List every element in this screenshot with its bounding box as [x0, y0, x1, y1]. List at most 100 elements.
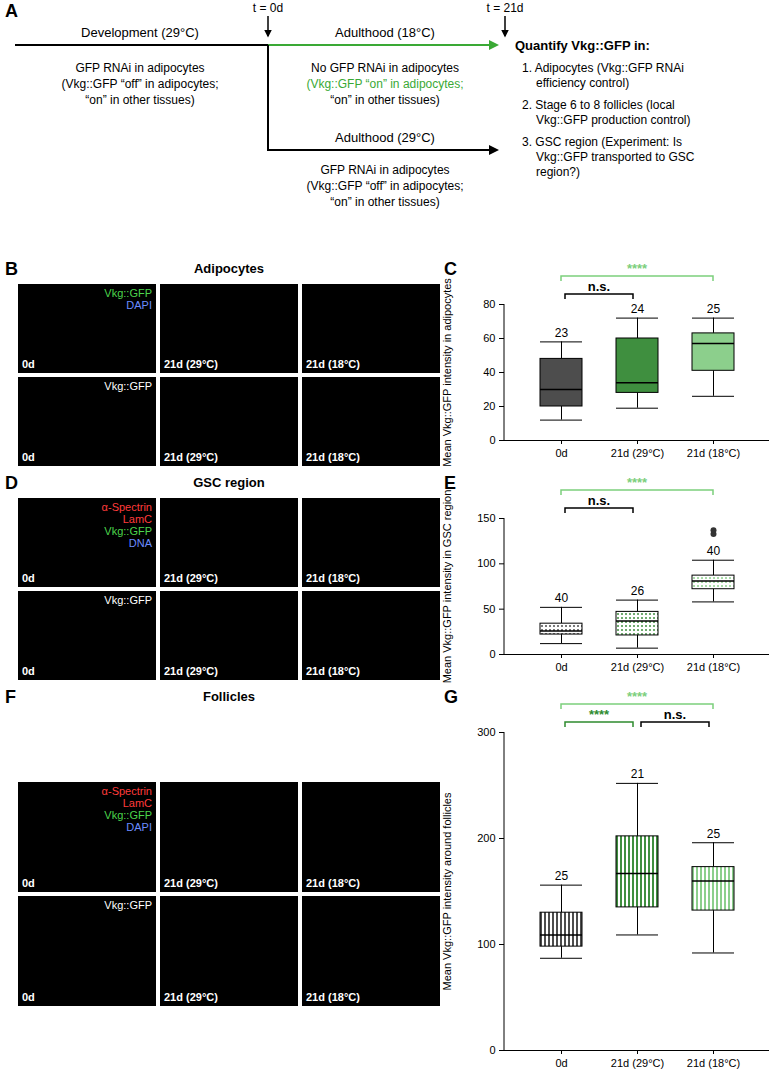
svg-text:(Vkg::GFP “off” in adipocytes;: (Vkg::GFP “off” in adipocytes; — [307, 179, 464, 193]
svg-text:Vkg::GFP: Vkg::GFP — [104, 525, 152, 537]
svg-text:0d: 0d — [22, 665, 35, 677]
svg-text:26: 26 — [631, 584, 645, 598]
svg-text:100: 100 — [477, 938, 495, 950]
svg-text:21d (18°C): 21d (18°C) — [306, 991, 360, 1003]
svg-text:0d: 0d — [22, 991, 35, 1003]
svg-text:****: **** — [627, 475, 648, 490]
svg-text:No GFP RNAi in adipocytes: No GFP RNAi in adipocytes — [311, 61, 459, 75]
svg-text:21d (29°C): 21d (29°C) — [164, 451, 218, 463]
svg-text:21d (18°C): 21d (18°C) — [306, 358, 360, 370]
svg-text:****: **** — [627, 261, 648, 276]
svg-text:20: 20 — [483, 400, 495, 412]
svg-text:0d: 0d — [555, 661, 567, 673]
svg-text:n.s.: n.s. — [588, 279, 610, 294]
svg-text:DNA: DNA — [129, 537, 153, 549]
svg-text:Vkg::GFP: Vkg::GFP — [104, 809, 152, 821]
svg-text:t = 21d: t = 21d — [486, 1, 523, 15]
svg-text:Mean Vkg::GFP intensity in GSC: Mean Vkg::GFP intensity in GSC region — [441, 490, 453, 684]
svg-text:DAPI: DAPI — [126, 299, 152, 311]
svg-text:0d: 0d — [555, 1057, 567, 1069]
svg-text:23: 23 — [555, 326, 569, 340]
svg-text:0: 0 — [489, 434, 495, 446]
svg-text:21d (29°C): 21d (29°C) — [164, 991, 218, 1003]
svg-text:“on” in other tissues): “on” in other tissues) — [330, 195, 439, 209]
svg-text:****: **** — [627, 689, 648, 704]
svg-text:A: A — [5, 1, 18, 21]
svg-text:21d (29°C): 21d (29°C) — [611, 661, 664, 673]
svg-text:0d: 0d — [22, 358, 35, 370]
svg-text:21d (18°C): 21d (18°C) — [687, 447, 740, 459]
svg-text:Development (29°C): Development (29°C) — [81, 25, 199, 40]
svg-text:40: 40 — [707, 544, 721, 558]
svg-text:Follicles: Follicles — [203, 689, 255, 704]
svg-text:100: 100 — [477, 557, 495, 569]
svg-text:21d (18°C): 21d (18°C) — [306, 572, 360, 584]
svg-text:“on” in other tissues): “on” in other tissues) — [330, 93, 439, 107]
svg-text:DAPI: DAPI — [126, 821, 152, 833]
svg-text:Vkg::GFP: Vkg::GFP — [104, 380, 152, 392]
svg-text:n.s.: n.s. — [664, 707, 686, 722]
svg-text:Vkg::GFP: Vkg::GFP — [104, 594, 152, 606]
svg-text:****: **** — [589, 707, 610, 722]
svg-text:25: 25 — [707, 302, 721, 316]
svg-text:“on” in other tissues): “on” in other tissues) — [85, 93, 194, 107]
svg-text:40: 40 — [555, 591, 569, 605]
svg-text:150: 150 — [477, 512, 495, 524]
svg-text:t = 0d: t = 0d — [253, 1, 283, 15]
svg-text:Mean Vkg::GFP intensity around: Mean Vkg::GFP intensity around follicles — [441, 792, 453, 990]
svg-text:Quantify Vkg::GFP in:: Quantify Vkg::GFP in: — [515, 38, 650, 53]
svg-text:Adulthood (29°C): Adulthood (29°C) — [335, 130, 435, 145]
svg-text:21d (18°C): 21d (18°C) — [306, 665, 360, 677]
svg-text:F: F — [5, 687, 16, 707]
svg-text:Vkg::GFP production control): Vkg::GFP production control) — [536, 113, 691, 127]
svg-text:Adipocytes: Adipocytes — [194, 261, 264, 276]
svg-text:0d: 0d — [22, 572, 35, 584]
svg-text:Vkg::GFP: Vkg::GFP — [104, 287, 152, 299]
svg-text:GFP RNAi in adipocytes: GFP RNAi in adipocytes — [320, 163, 449, 177]
svg-text:21d (29°C): 21d (29°C) — [164, 572, 218, 584]
svg-text:24: 24 — [631, 302, 645, 316]
svg-text:B: B — [5, 259, 18, 279]
svg-text:1. Adipocytes (Vkg::GFP RNAi: 1. Adipocytes (Vkg::GFP RNAi — [522, 61, 684, 75]
svg-text:GFP RNAi in adipocytes: GFP RNAi in adipocytes — [75, 61, 204, 75]
svg-text:LamC: LamC — [123, 513, 152, 525]
svg-text:0d: 0d — [22, 877, 35, 889]
svg-text:Adulthood (18°C): Adulthood (18°C) — [335, 25, 435, 40]
svg-text:80: 80 — [483, 298, 495, 310]
svg-text:GSC region: GSC region — [193, 475, 265, 490]
svg-text:0: 0 — [489, 1044, 495, 1056]
svg-text:LamC: LamC — [123, 797, 152, 809]
svg-text:300: 300 — [477, 726, 495, 738]
svg-text:60: 60 — [483, 332, 495, 344]
svg-text:Vkg::GFP: Vkg::GFP — [104, 899, 152, 911]
svg-text:Mean Vkg::GFP intensity in adi: Mean Vkg::GFP intensity in adipocytes — [441, 278, 453, 467]
svg-text:50: 50 — [483, 603, 495, 615]
svg-text:α-Spectrin: α-Spectrin — [102, 501, 152, 513]
svg-text:21d (29°C): 21d (29°C) — [164, 877, 218, 889]
svg-text:D: D — [5, 473, 18, 493]
svg-text:3. GSC region (Experiment: Is: 3. GSC region (Experiment: Is — [522, 135, 682, 149]
svg-text:n.s.: n.s. — [588, 493, 610, 508]
svg-text:21d (29°C): 21d (29°C) — [611, 447, 664, 459]
svg-text:Vkg::GFP transported to GSC: Vkg::GFP transported to GSC — [536, 150, 695, 164]
svg-text:21d (18°C): 21d (18°C) — [687, 661, 740, 673]
svg-text:2. Stage 6 to 8 follicles (loc: 2. Stage 6 to 8 follicles (local — [522, 98, 675, 112]
svg-text:200: 200 — [477, 832, 495, 844]
svg-text:40: 40 — [483, 366, 495, 378]
svg-text:21d (29°C): 21d (29°C) — [164, 665, 218, 677]
svg-text:(Vkg::GFP “on” in adipocytes;: (Vkg::GFP “on” in adipocytes; — [306, 77, 463, 91]
svg-text:21d (29°C): 21d (29°C) — [611, 1057, 664, 1069]
svg-text:21d (18°C): 21d (18°C) — [306, 877, 360, 889]
svg-text:0d: 0d — [555, 447, 567, 459]
svg-text:25: 25 — [555, 869, 569, 883]
svg-text:21: 21 — [631, 767, 645, 781]
svg-text:α-Spectrin: α-Spectrin — [102, 785, 152, 797]
svg-text:21d (18°C): 21d (18°C) — [306, 451, 360, 463]
svg-text:0: 0 — [489, 648, 495, 660]
svg-text:21d (18°C): 21d (18°C) — [687, 1057, 740, 1069]
svg-text:efficiency control): efficiency control) — [536, 76, 629, 90]
svg-text:(Vkg::GFP “off” in adipocytes;: (Vkg::GFP “off” in adipocytes; — [62, 77, 219, 91]
svg-text:25: 25 — [707, 827, 721, 841]
svg-text:region?): region?) — [536, 165, 580, 179]
svg-text:21d (29°C): 21d (29°C) — [164, 358, 218, 370]
